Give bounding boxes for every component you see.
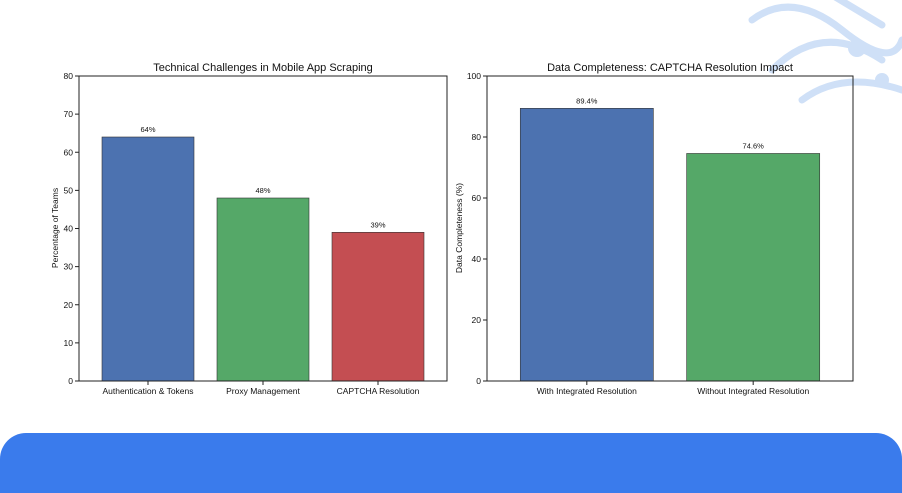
chart-marks: 0 10 20 30 40 50 60 70 80 64% Authentication & Tok…: [64, 71, 425, 396]
y-tick-label: 40: [64, 224, 74, 234]
y-tick-label: 30: [64, 262, 74, 272]
footer-band: [0, 433, 902, 493]
y-tick-label: 60: [64, 147, 74, 157]
x-tick-label: With Integrated Resolution: [537, 386, 637, 396]
x-tick-label: Without Integrated Resolution: [697, 386, 809, 396]
y-axis-label: Data Completeness (%): [454, 183, 464, 273]
chart-technical-challenges: Technical Challenges in Mobile App Scrap…: [50, 62, 448, 396]
plot-frame: [486, 75, 854, 382]
x-tick-label: Authentication & Tokens: [102, 386, 193, 396]
y-tick-label: 60: [472, 193, 482, 203]
chart-title: Data Completeness: CAPTCHA Resolution Im…: [547, 62, 793, 74]
x-tick-label: CAPTCHA Resolution: [337, 386, 420, 396]
y-axis-label: Percentage of Teams: [50, 188, 60, 268]
bar: [519, 108, 654, 382]
y-tick-label: 0: [476, 376, 481, 386]
y-tick-label: 70: [64, 109, 74, 119]
chart-title: Technical Challenges in Mobile App Scrap…: [153, 62, 373, 74]
bar-value-label: 39%: [370, 220, 385, 229]
bar-value-label: 74.6%: [743, 141, 765, 150]
decorative-circuit-graphic: [748, 0, 902, 104]
y-tick-label: 100: [467, 71, 481, 81]
x-tick-label: Proxy Management: [226, 386, 300, 396]
chart-data-completeness: Data Completeness: CAPTCHA Resolution Im…: [454, 62, 854, 396]
y-tick-label: 10: [64, 338, 74, 348]
bar-value-label: 64%: [140, 125, 155, 134]
y-tick-label: 20: [472, 315, 482, 325]
bar: [331, 232, 425, 382]
bar: [686, 153, 821, 382]
y-tick-label: 80: [472, 132, 482, 142]
charts-figure: Technical Challenges in Mobile App Scrap…: [50, 62, 854, 396]
bar: [216, 197, 310, 382]
y-tick-label: 20: [64, 300, 74, 310]
y-tick-label: 50: [64, 185, 74, 195]
bar-value-label: 89.4%: [576, 96, 598, 105]
plot-frame: [78, 75, 448, 382]
bar: [101, 136, 195, 382]
y-tick-label: 80: [64, 71, 74, 81]
y-tick-label: 0: [68, 376, 73, 386]
y-tick-label: 40: [472, 254, 482, 264]
bar-value-label: 48%: [255, 186, 270, 195]
chart-marks: 0 20 40 60 80 100 89.4% With Integrated Resolut…: [467, 71, 821, 396]
